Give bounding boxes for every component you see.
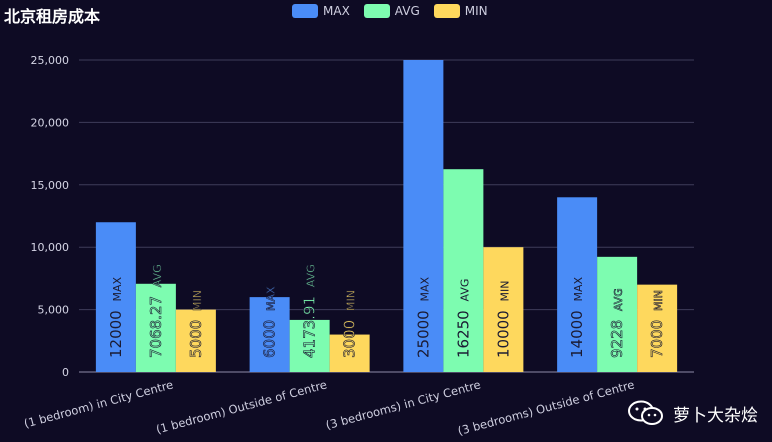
bar-avg[interactable] bbox=[597, 256, 638, 372]
legend-label: AVG bbox=[394, 4, 420, 18]
bar-avg[interactable] bbox=[135, 283, 176, 372]
y-tick-label: 10,000 bbox=[31, 241, 70, 254]
bar-value: 7000 bbox=[648, 315, 666, 358]
legend-swatch bbox=[292, 4, 318, 18]
y-tick-label: 0 bbox=[62, 366, 69, 379]
bar-max[interactable] bbox=[403, 60, 444, 372]
y-tick-label: 5,000 bbox=[38, 304, 70, 317]
bar-avg[interactable] bbox=[443, 169, 484, 372]
bar-series-name: MAX bbox=[265, 286, 278, 311]
bar-max[interactable] bbox=[557, 197, 598, 372]
bar-min[interactable] bbox=[483, 247, 524, 372]
x-tick-label: (1 bedroom) Outside of Centre bbox=[154, 377, 328, 436]
legend-item-avg[interactable]: AVG bbox=[363, 4, 420, 18]
bar-min[interactable] bbox=[637, 284, 678, 372]
bar-max[interactable] bbox=[249, 297, 290, 372]
bar-series-name: AVG bbox=[305, 264, 318, 287]
bar-value: 25000 bbox=[414, 306, 432, 359]
bar-value: 16250 bbox=[454, 306, 472, 359]
legend-swatch bbox=[433, 4, 460, 18]
bar-series-name: MIN bbox=[652, 290, 665, 311]
bar-series-name: MIN bbox=[345, 290, 358, 311]
bar-value: 7068.27 bbox=[147, 291, 165, 358]
y-tick-label: 25,000 bbox=[31, 54, 70, 67]
bar-data-label: 5000 MIN bbox=[187, 290, 205, 358]
bar-series-name: MAX bbox=[572, 276, 585, 301]
bar-series-name: MIN bbox=[498, 281, 511, 302]
bar-value: 14000 bbox=[568, 306, 586, 359]
bar-min[interactable] bbox=[329, 334, 370, 372]
legend-item-min[interactable]: MIN bbox=[433, 4, 488, 18]
legend-label: MAX bbox=[323, 4, 350, 18]
bar-data-label: 3000 MIN bbox=[341, 290, 359, 358]
bar-series-name: AVG bbox=[612, 288, 625, 311]
bar-data-label: 4173.91 AVG bbox=[301, 264, 319, 358]
bar-value: 9228 bbox=[608, 315, 626, 358]
watermark: 萝卜大杂烩 bbox=[627, 400, 758, 426]
bar-series-name: MAX bbox=[418, 276, 431, 301]
chart-title: 北京租房成本 bbox=[4, 7, 101, 26]
bar-data-label: 7068.27 AVG bbox=[147, 264, 165, 358]
bar-value: 6000 bbox=[261, 315, 279, 358]
watermark-text: 萝卜大杂烩 bbox=[673, 405, 758, 426]
bar-value: 4173.91 bbox=[301, 291, 319, 358]
bar-series-name: MIN bbox=[191, 290, 204, 311]
legend-item-max[interactable]: MAX bbox=[292, 4, 350, 18]
bar-value: 10000 bbox=[494, 306, 512, 359]
legend-label: MIN bbox=[464, 4, 488, 18]
wechat-icon bbox=[628, 400, 663, 425]
bar-value: 3000 bbox=[341, 315, 359, 358]
bar-data-label: 12000 MAX bbox=[107, 276, 125, 358]
bar-value: 5000 bbox=[187, 315, 205, 358]
legend: MAX AVG MIN bbox=[292, 4, 488, 18]
bar-data-label: 16250 AVG bbox=[454, 279, 472, 358]
bar-data-label: 6000 MAX bbox=[261, 286, 279, 358]
bar-data-label: 14000 MAX bbox=[568, 276, 586, 358]
bar-min[interactable] bbox=[175, 309, 216, 372]
bar-avg[interactable] bbox=[289, 319, 330, 372]
y-tick-label: 20,000 bbox=[31, 116, 70, 129]
bar-value: 12000 bbox=[107, 306, 125, 359]
bar-data-label: 10000 MIN bbox=[494, 281, 512, 358]
bar-data-label: 7000 MIN bbox=[648, 290, 666, 358]
bar-max[interactable] bbox=[95, 222, 136, 372]
bar-series-name: MAX bbox=[111, 276, 124, 301]
bar-series-name: AVG bbox=[458, 279, 471, 302]
x-tick-label: (3 bedrooms) Outside of Centre bbox=[456, 377, 636, 438]
x-tick-label: (1 bedroom) in City Centre bbox=[22, 377, 174, 430]
bar-series-name: AVG bbox=[151, 264, 164, 287]
y-tick-label: 15,000 bbox=[31, 179, 70, 192]
legend-swatch bbox=[363, 4, 390, 18]
bar-data-label: 25000 MAX bbox=[414, 276, 432, 358]
bar-data-label: 9228 AVG bbox=[608, 288, 626, 358]
